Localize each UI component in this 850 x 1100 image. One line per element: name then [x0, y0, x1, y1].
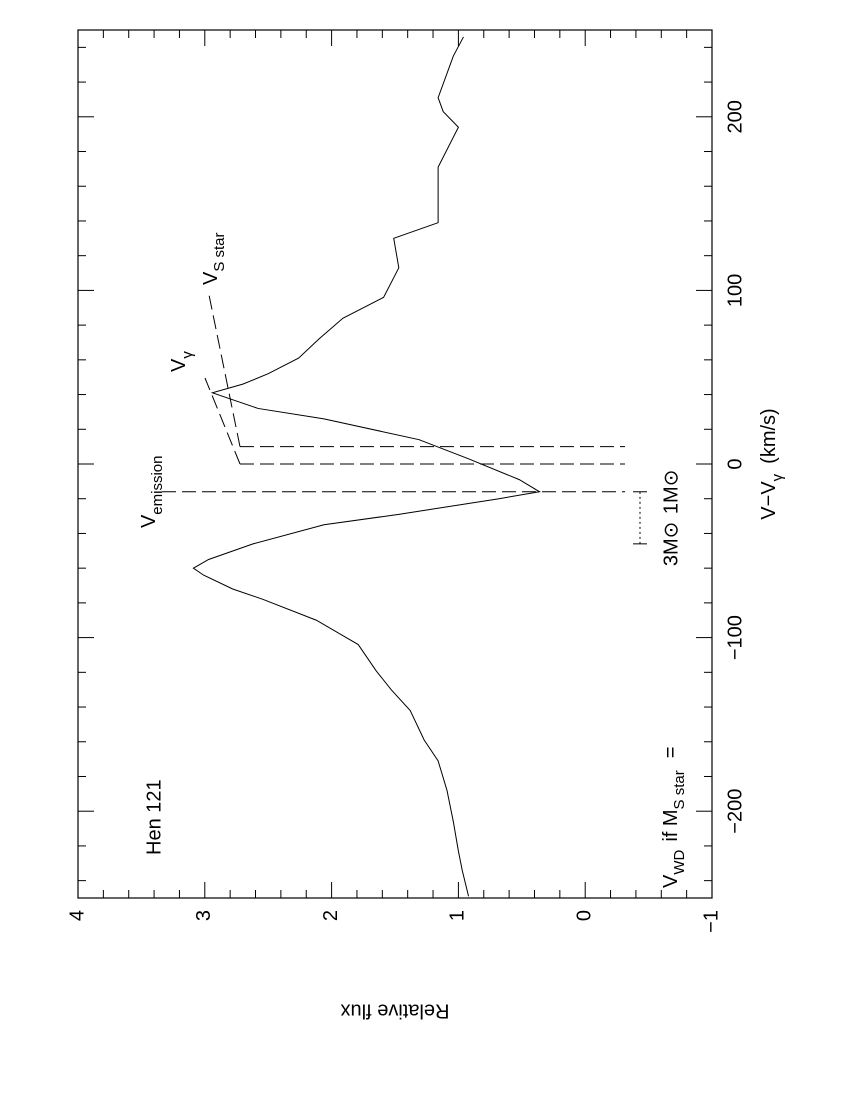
x-tick-label: −100: [724, 615, 746, 660]
marker-leader: [207, 289, 241, 447]
marker-label-part: γ: [179, 351, 196, 359]
spectrum-line: [192, 36, 541, 897]
plot-frame: [77, 29, 713, 899]
x-tick-label: 100: [724, 274, 746, 307]
marker-label-part: emission: [149, 456, 166, 515]
wd-mass-label: 3M⊙: [660, 522, 682, 567]
marker-label-part: V: [200, 271, 222, 285]
y-tick-label: 0: [573, 910, 595, 921]
wd-label-part: S star: [671, 770, 688, 809]
marker-label-part: V: [168, 358, 190, 372]
y-tick-label: −1: [700, 910, 722, 933]
chart-title: Hen 121: [143, 779, 165, 855]
x-tick-label: −200: [724, 789, 746, 834]
y-tick-label: 3: [193, 910, 215, 921]
wd-label-part: V: [660, 874, 682, 888]
y-tick-label: 4: [66, 910, 88, 921]
x-tick-label: 200: [724, 100, 746, 133]
y-tick-label: 1: [447, 910, 469, 921]
wd-label-part: WD: [671, 849, 688, 874]
wd-label: VWD if MS star =: [660, 747, 688, 888]
x-tick-label: 0: [724, 458, 746, 469]
marker-label-part: V: [138, 514, 160, 528]
marker-leader: [204, 377, 241, 465]
marker-label: Vemission: [138, 456, 166, 529]
wd-label-part: if M: [660, 809, 682, 841]
y-tick-label: 2: [320, 910, 342, 921]
marker-label: VS star: [200, 232, 228, 285]
x-axis-label: V−Vγ (km/s): [758, 408, 786, 519]
wd-mass-label: 1M⊙: [660, 470, 682, 515]
y-axis-label: Relative flux: [341, 1000, 450, 1022]
x-axis-label-part: (km/s): [758, 408, 780, 464]
marker-label-part: S star: [211, 232, 228, 271]
wd-label-part: =: [660, 747, 682, 759]
x-axis-label-part: γ: [769, 473, 786, 481]
x-axis-label-part: V−V: [758, 481, 780, 520]
marker-label: Vγ: [168, 351, 196, 372]
